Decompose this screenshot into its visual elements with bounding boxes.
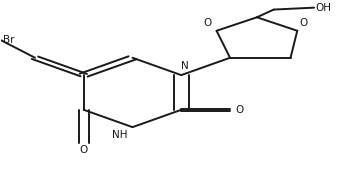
Text: O: O xyxy=(80,145,88,155)
Text: O: O xyxy=(235,105,243,115)
Text: OH: OH xyxy=(316,3,332,13)
Text: O: O xyxy=(299,18,307,28)
Text: N: N xyxy=(181,61,189,71)
Text: O: O xyxy=(203,18,212,28)
Text: NH: NH xyxy=(112,130,127,140)
Text: Br: Br xyxy=(3,35,15,45)
